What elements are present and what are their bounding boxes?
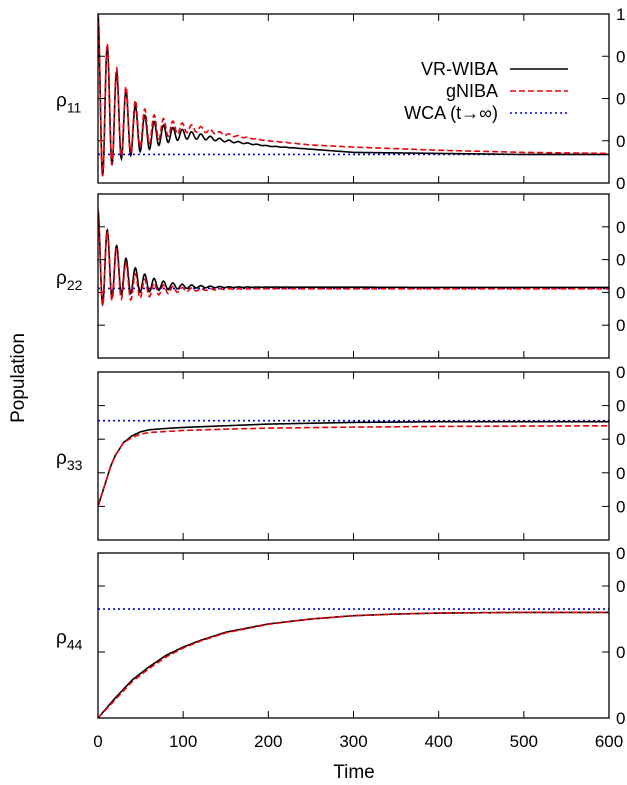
y-tick-label: 0 xyxy=(616,497,625,516)
x-tick-label: 500 xyxy=(510,732,538,751)
y-tick-label: 0 xyxy=(616,363,625,382)
x-tick-label: 600 xyxy=(595,732,623,751)
y-tick-label: 0 xyxy=(616,316,625,335)
panel-22: 0 0 0 0 ρ22 xyxy=(56,193,625,359)
y-tick-label: 0 xyxy=(616,90,625,109)
x-tick-label: 400 xyxy=(424,732,452,751)
y-tick-label: 0 xyxy=(616,577,625,596)
y-tick-label: 0 xyxy=(616,174,625,193)
y-tick-label: 0 xyxy=(616,709,625,728)
series-group xyxy=(98,419,609,507)
panel-frame xyxy=(97,371,610,541)
panel-label-main: ρ xyxy=(56,628,67,649)
gniba-line xyxy=(98,209,609,306)
panel-33: 0 0 0 0 0 ρ33 xyxy=(56,363,625,541)
gniba-line xyxy=(98,14,609,177)
panel-label: ρ44 xyxy=(56,628,83,653)
vr-wiba-line xyxy=(98,420,609,507)
panel-label-main: ρ xyxy=(56,448,67,469)
x-tick-label: 300 xyxy=(339,732,367,751)
y-tick-label: 0 xyxy=(616,251,625,270)
x-tick-label: 100 xyxy=(169,732,197,751)
vr-wiba-line xyxy=(98,611,609,718)
panel-label-sub: 33 xyxy=(67,457,83,473)
legend-entry-label: VR-WIBA xyxy=(421,59,498,79)
y-tick-label: 0 xyxy=(616,47,625,66)
y-tick-label: 1 xyxy=(616,5,625,24)
panel-label-sub: 11 xyxy=(67,100,82,116)
y-tick-label: 0 xyxy=(616,283,625,302)
y-tick-label: 0 xyxy=(616,464,625,483)
panel-frame xyxy=(97,193,610,359)
y-tick-label: 0 xyxy=(616,430,625,449)
y-axis-label: Population xyxy=(8,333,29,423)
legend-entry-label: gNIBA xyxy=(446,81,498,101)
y-tick-label: 0 xyxy=(616,544,625,563)
gniba-line xyxy=(98,424,609,507)
panel-frame xyxy=(97,13,610,184)
x-axis-label: Time xyxy=(333,762,375,783)
panel-label-sub: 22 xyxy=(67,277,83,293)
vr-wiba-line xyxy=(98,210,609,307)
x-tick-label: 0 xyxy=(93,732,102,751)
vr-wiba-line xyxy=(98,14,609,176)
panel-label-main: ρ xyxy=(56,268,67,289)
series-group xyxy=(98,14,609,177)
panel-label: ρ33 xyxy=(56,448,83,473)
panel-11: 1 0 0 0 0 ρ11 xyxy=(56,5,625,193)
y-tick-label: 0 xyxy=(616,132,625,151)
panel-label: ρ11 xyxy=(56,91,82,116)
panel-label: ρ22 xyxy=(56,268,83,293)
series-group xyxy=(98,209,609,307)
y-tick-label: 0 xyxy=(616,643,625,662)
panel-44: 0 0 0 0 0 100 200 300 400 500 600 ρ44 xyxy=(56,544,625,751)
x-tick-label: 200 xyxy=(254,732,282,751)
panel-label-sub: 44 xyxy=(67,637,83,653)
gniba-line xyxy=(98,611,609,718)
y-tick-label: 0 xyxy=(616,397,625,416)
series-group xyxy=(98,608,609,718)
legend-entry-label: WCA (t→∞) xyxy=(404,103,498,123)
y-tick-label: 0 xyxy=(616,218,625,237)
panel-label-main: ρ xyxy=(56,91,67,112)
panel-frame xyxy=(97,552,610,719)
